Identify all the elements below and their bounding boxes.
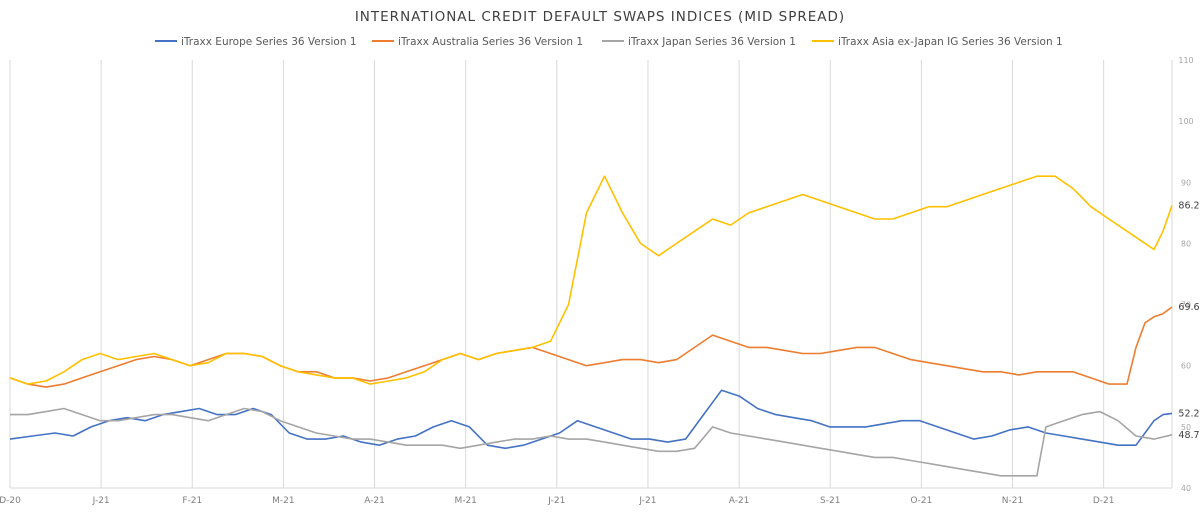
x-tick-label: F-21 (182, 496, 202, 506)
x-tick-label: A-21 (364, 496, 385, 506)
end-value-label-4: 86.2 (1178, 201, 1199, 212)
y-axis: 40 50 60 70 80 90 100 110 (1178, 56, 1193, 493)
y-tick-label: 70 (1181, 301, 1191, 310)
x-tick-label: D-20 (0, 496, 21, 506)
x-tick-label: S-21 (820, 496, 840, 506)
gridlines (9, 60, 1173, 489)
x-tick-label: J-21 (547, 496, 565, 506)
legend-label-3: iTraxx Japan Series 36 Version 1 (628, 36, 796, 48)
plot-area (9, 175, 1173, 477)
x-tick-label: D-21 (1093, 496, 1115, 506)
x-tick-label: O-21 (910, 496, 932, 506)
series-line-4 (9, 175, 1173, 385)
y-tick-label: 60 (1181, 362, 1191, 371)
x-axis: D-20 J-21 F-21 M-21 A-21 M-21 J-21 J-21 A-21 S-21… (0, 496, 1114, 506)
end-value-label-1: 52.2 (1178, 408, 1199, 419)
x-tick-label: A-21 (729, 496, 750, 506)
y-tick-label: 100 (1178, 117, 1193, 126)
y-tick-label: 110 (1178, 56, 1193, 65)
y-tick-label: 80 (1181, 239, 1191, 248)
legend-label-2: iTraxx Australia Series 36 Version 1 (398, 36, 583, 48)
chart-title: INTERNATIONAL CREDIT DEFAULT SWAPS INDIC… (355, 9, 845, 25)
legend-label-4: iTraxx Asia ex-Japan IG Series 36 Versio… (838, 36, 1063, 48)
x-tick-label: M-21 (454, 496, 476, 506)
series-line-3 (10, 407, 1173, 477)
end-labels: 52.2 69.6 48.7 86.2 (1178, 201, 1199, 441)
end-value-label-3: 48.7 (1178, 430, 1199, 441)
x-tick-label: N-21 (1002, 496, 1023, 506)
y-tick-label: 90 (1181, 178, 1191, 187)
legend-label-1: iTraxx Europe Series 36 Version 1 (181, 36, 357, 48)
legend: iTraxx Europe Series 36 Version 1 iTraxx … (155, 36, 1063, 48)
y-tick-label: 50 (1181, 423, 1191, 432)
x-tick-label: J-21 (92, 496, 110, 506)
y-tick-label: 40 (1181, 484, 1191, 493)
series-line-1 (9, 389, 1173, 450)
end-value-label-2: 69.6 (1178, 302, 1199, 313)
x-tick-label: M-21 (272, 496, 294, 506)
series-line-2 (9, 306, 1173, 388)
x-tick-label: J-21 (638, 496, 656, 506)
